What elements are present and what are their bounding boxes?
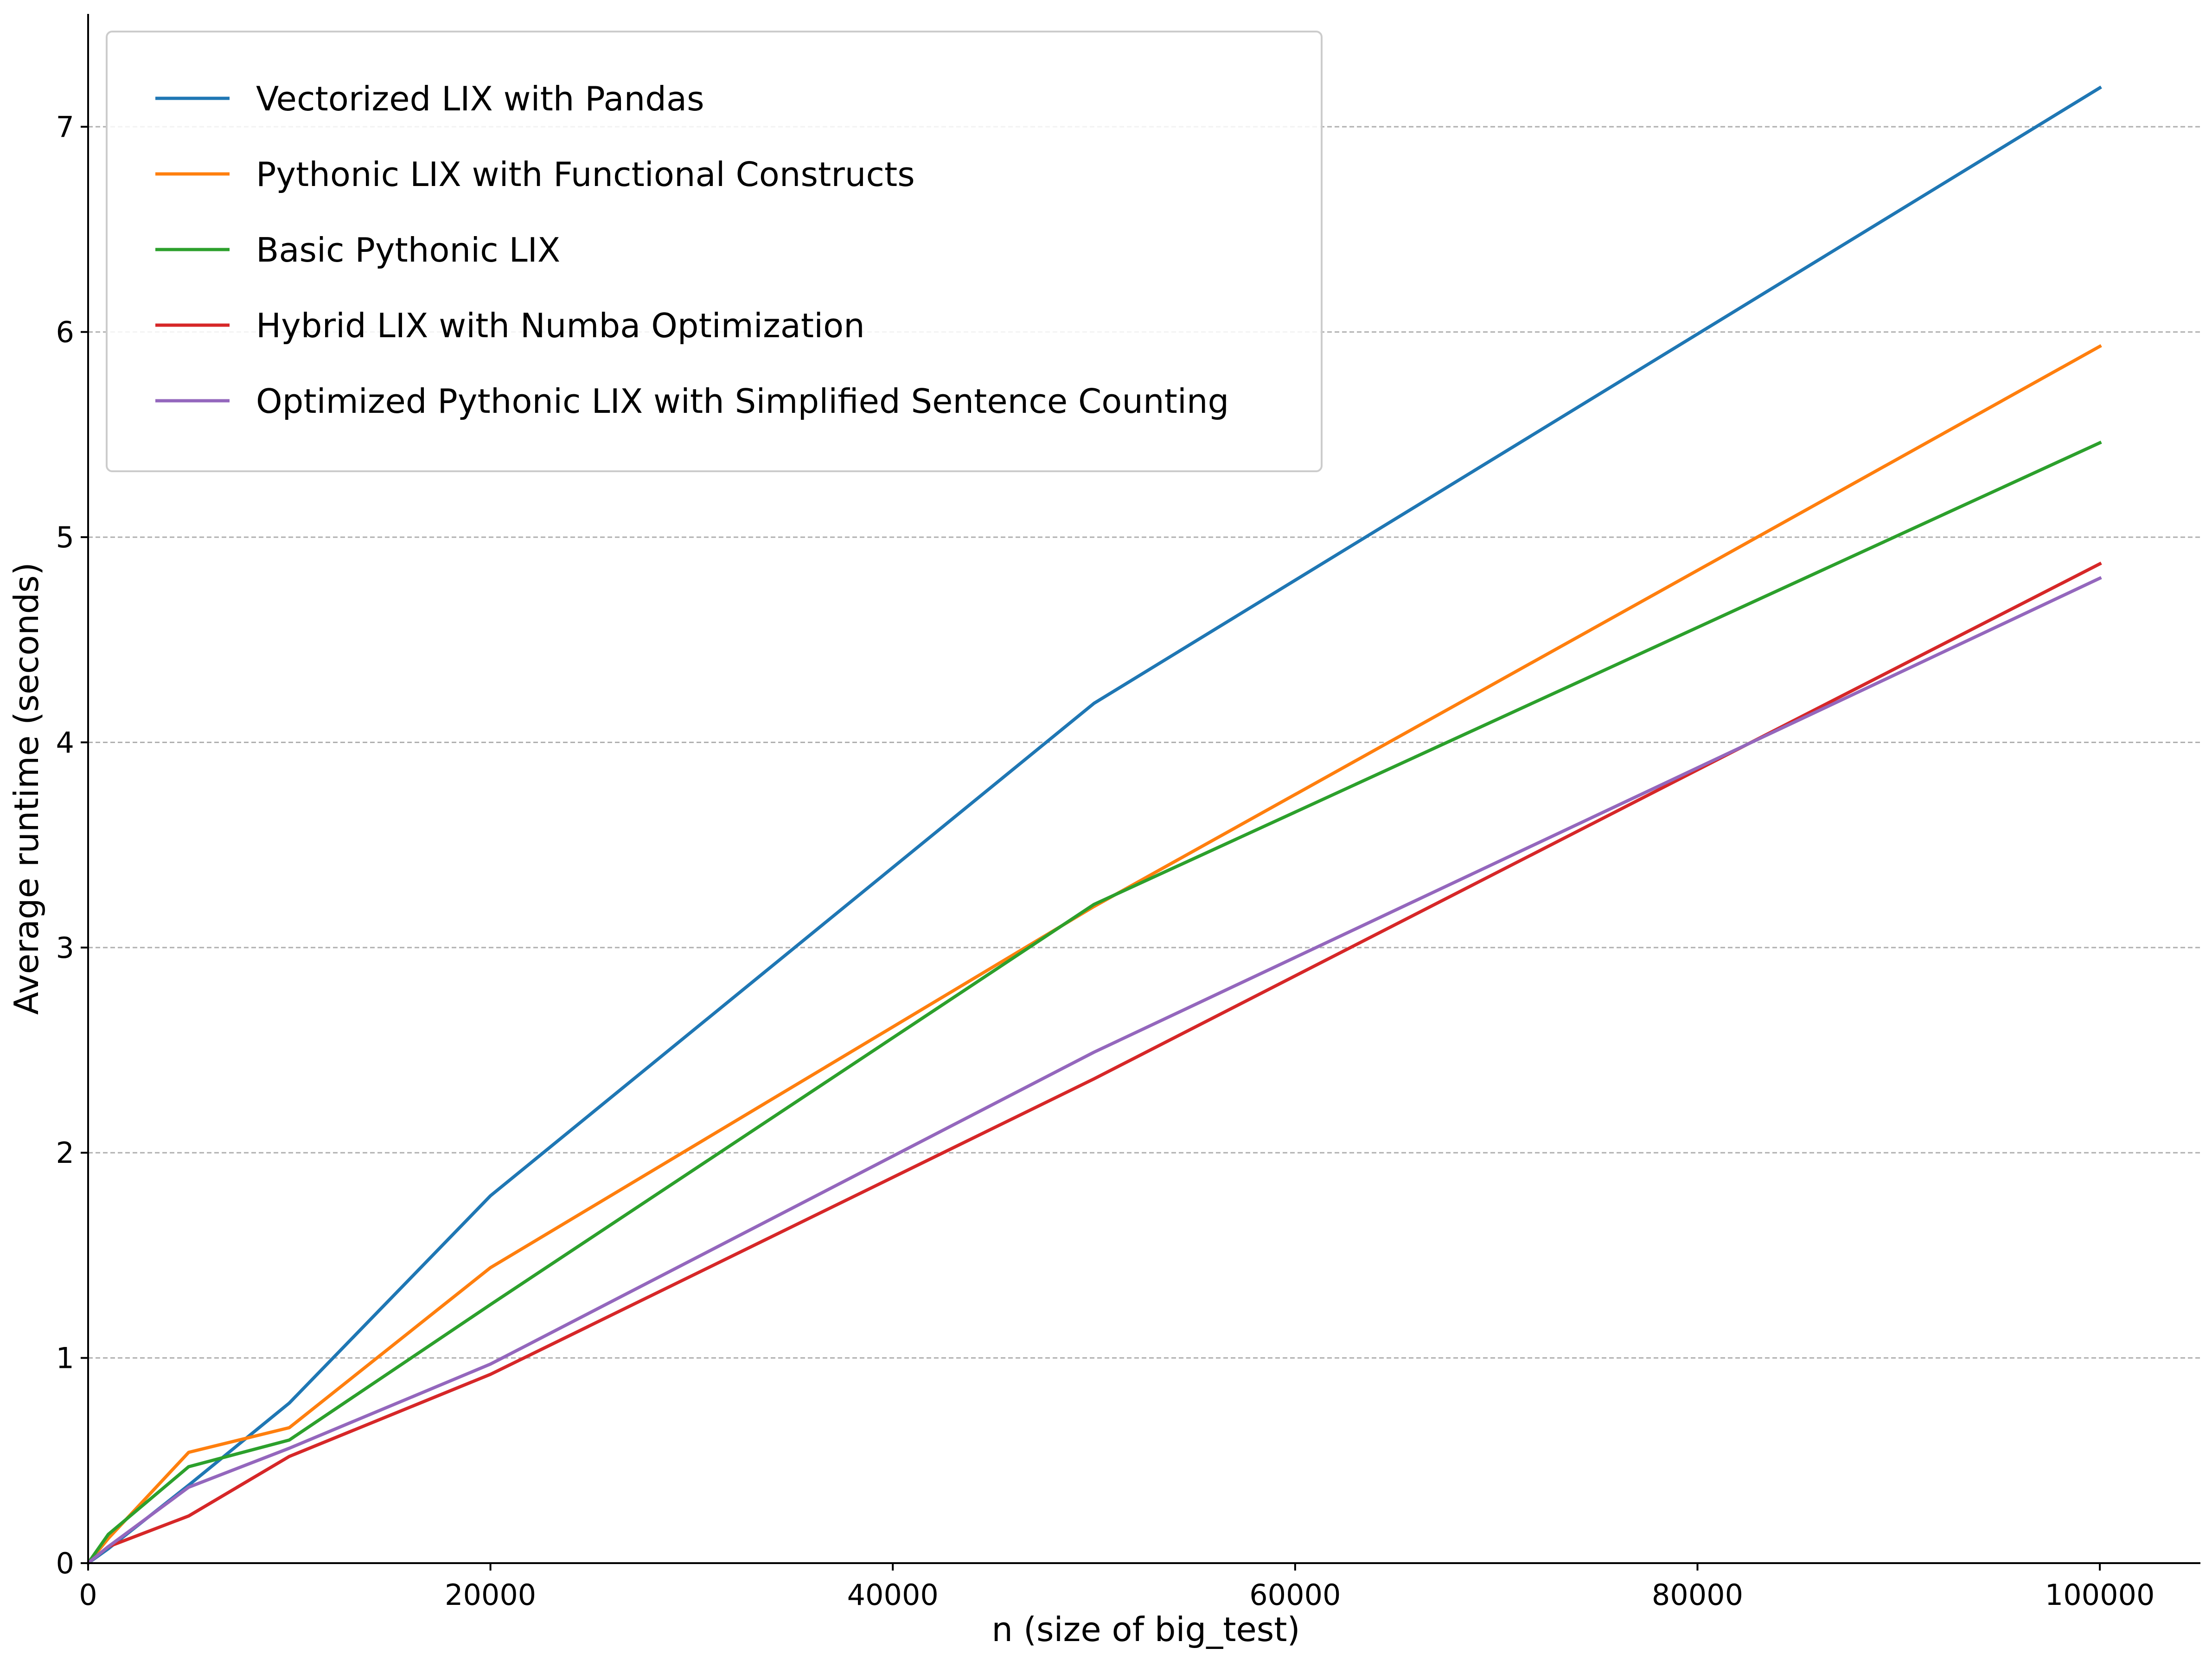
x-tick-label: 20000 <box>445 1578 536 1612</box>
legend-item: Pythonic LIX with Functional Constructs <box>155 155 915 194</box>
x-tick-label: 40000 <box>847 1578 939 1612</box>
legend-label: Vectorized LIX with Pandas <box>256 79 704 118</box>
legend-label: Optimized Pythonic LIX with Simplified S… <box>256 382 1229 421</box>
y-tick-label: 2 <box>56 1136 74 1170</box>
legend-items: Vectorized LIX with Pandas Pythonic LIX w… <box>155 79 1229 421</box>
x-tick-label: 60000 <box>1249 1578 1341 1612</box>
y-tick-label: 5 <box>56 520 74 554</box>
y-tick-label: 3 <box>56 931 74 965</box>
y-axis-label: Average runtime (seconds) <box>7 562 46 1014</box>
y-tick-label: 0 <box>56 1546 74 1580</box>
x-tick-label: 100000 <box>2045 1578 2155 1612</box>
series-line-optimized-pythonic-lix-with-simplified-sentence-counting <box>86 576 2102 1565</box>
y-tick-label: 7 <box>56 110 74 144</box>
x-axis-label: n (size of big_test) <box>991 1610 1300 1649</box>
y-tick-label: 6 <box>56 315 74 349</box>
legend-item: Optimized Pythonic LIX with Simplified S… <box>155 382 1229 421</box>
axes <box>87 14 2200 1564</box>
y-tick-label: 4 <box>56 725 74 759</box>
series-line-hybrid-lix-with-numba-optimization <box>86 561 2102 1565</box>
x-ticks: 0 20000 40000 60000 80000 100000 <box>79 1563 2154 1612</box>
series-line-basic-pythonic-lix <box>86 440 2102 1565</box>
legend-label: Hybrid LIX with Numba Optimization <box>256 306 865 345</box>
series-line-pythonic-lix-with-functional-constructs <box>86 344 2102 1565</box>
x-tick-label: 80000 <box>1652 1578 1743 1612</box>
legend-item: Hybrid LIX with Numba Optimization <box>155 306 865 345</box>
legend-item: Basic Pythonic LIX <box>155 231 560 269</box>
legend-label: Basic Pythonic LIX <box>256 231 560 269</box>
legend: Vectorized LIX with Pandas Pythonic LIX w… <box>106 31 1323 472</box>
y-tick-label: 1 <box>56 1341 74 1375</box>
legend-label: Pythonic LIX with Functional Constructs <box>256 155 915 194</box>
legend-item: Vectorized LIX with Pandas <box>155 79 704 118</box>
y-ticks: 0 1 2 3 4 5 6 7 <box>56 110 88 1580</box>
x-tick-label: 0 <box>79 1578 97 1612</box>
series-lines <box>86 85 2102 1565</box>
legend-box <box>106 31 1323 472</box>
